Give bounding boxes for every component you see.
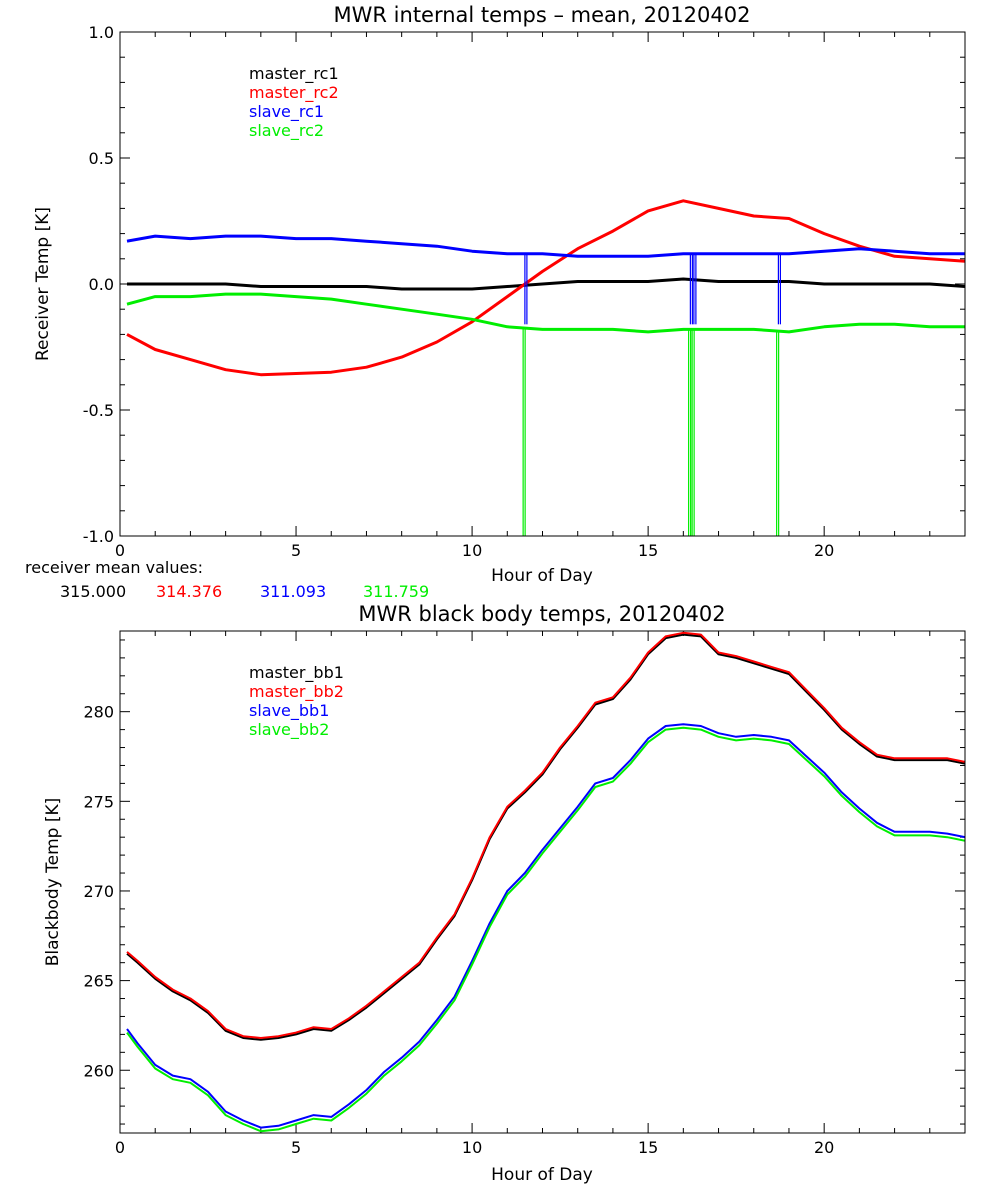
series-line-slave-bb1 [126,723,965,1129]
x-tick-label: 10 [462,541,482,560]
x-tick-label: 5 [291,541,301,560]
x-tick-label: 15 [638,541,658,560]
x-axis-label: Hour of Day [491,566,593,586]
x-tick-label: 15 [638,1138,658,1157]
plot-area: 0 5 10 15 20 280 275 270 265 260 [83,631,966,1157]
mean-values-label: receiver mean values: [25,558,203,577]
receiver-temp-chart: MWR internal temps – mean, 20120402 0 5 10… [33,3,966,586]
mean-value-slave-rc2: 311.759 [363,582,429,601]
y-tick-label: 0.5 [89,149,114,168]
series-layer [126,199,965,536]
plot-area: 0 5 10 15 20 1.0 0.5 0.0 -0.5 -1.0 [83,23,966,560]
series-line-master-bb2 [126,631,965,1039]
y-tick-label: 280 [83,703,114,722]
y-tick-label: 260 [83,1061,114,1080]
x-tick-label: 0 [115,541,125,560]
y-tick-label: 1.0 [89,23,114,42]
y-tick-label: 270 [83,882,114,901]
x-tick-label: 20 [814,541,834,560]
mean-value-master-rc2: 314.376 [156,582,222,601]
legend-entry-master-rc2: master_rc2 [249,83,339,103]
x-tick-label: 5 [291,1138,301,1157]
legend: master_rc1 master_rc2 slave_rc1 slave_rc… [249,64,339,141]
chart-title: MWR internal temps – mean, 20120402 [334,3,751,27]
y-axis-label: Receiver Temp [K] [33,207,53,361]
mean-value-slave-rc1: 311.093 [260,582,326,601]
series-line-slave-rc2 [126,292,965,334]
series-line-master-rc1 [127,277,965,291]
series-layer [126,631,965,1133]
blackbody-temp-chart: MWR black body temps, 20120402 0 5 10 15 20 2… [43,602,966,1185]
legend-entry-master-rc1: master_rc1 [249,64,339,84]
x-tick-label: 10 [462,1138,482,1157]
legend: master_bb1 master_bb2 slave_bb1 slave_bb… [249,663,344,740]
y-axis-label: Blackbody Temp [K] [43,798,63,967]
y-tick-label: 0.0 [89,275,114,294]
mean-value-master-rc1: 315.000 [60,582,126,601]
series-line-master-rc2 [126,199,965,377]
x-axis-label: Hour of Day [491,1165,593,1185]
x-tick-label: 0 [115,1138,125,1157]
y-tick-label: -0.5 [83,401,114,420]
y-tick-label: 265 [83,972,114,991]
legend-entry-slave-rc2: slave_rc2 [249,121,324,141]
legend-entry-slave-bb2: slave_bb2 [249,720,329,740]
y-tick-label: 275 [83,792,114,811]
chart-title: MWR black body temps, 20120402 [358,602,725,626]
legend-entry-master-bb1: master_bb1 [249,663,344,683]
receiver-mean-values: receiver mean values: 315.000 314.376 31… [25,558,429,601]
legend-entry-slave-rc1: slave_rc1 [249,102,324,122]
plot-frame [119,31,966,537]
x-tick-label: 20 [814,1138,834,1157]
series-line-slave-bb2 [126,726,965,1133]
legend-entry-master-bb2: master_bb2 [249,682,344,702]
y-tick-label: -1.0 [83,527,114,546]
legend-entry-slave-bb1: slave_bb1 [249,701,329,721]
series-line-master-bb1 [126,633,965,1041]
series-line-slave-rc1 [126,234,965,258]
plot-frame [119,630,966,1134]
